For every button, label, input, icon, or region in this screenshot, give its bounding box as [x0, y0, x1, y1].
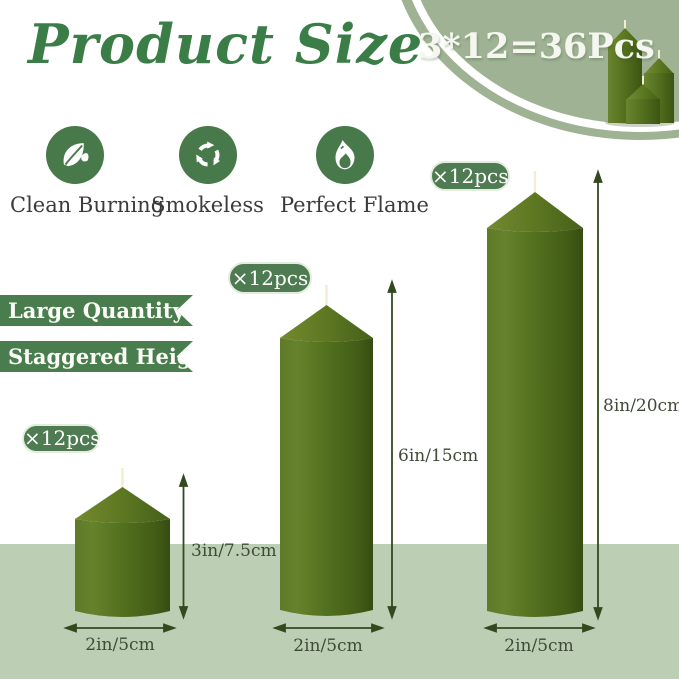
qty-badge-small: ×12pcs — [22, 424, 100, 453]
feature-label: Clean Burning — [10, 193, 165, 217]
qty-badge-medium: ×12pcs — [228, 262, 312, 294]
ribbon-staggered-heights: Staggered Heights — [0, 341, 193, 372]
leaf-icon — [46, 126, 104, 184]
candle-top-cone — [487, 192, 583, 232]
feature-clean-burning: Clean Burning — [10, 126, 165, 217]
candle-body — [280, 338, 373, 616]
qty-badge-large: ×12pcs — [430, 161, 510, 191]
diameter-label-large: 2in/5cm — [504, 636, 574, 656]
recycle-icon — [178, 126, 237, 184]
candle-top-cone — [280, 305, 373, 342]
candle-body — [75, 519, 170, 617]
feature-smokeless: Smokeless — [145, 126, 270, 217]
ribbon-large-quantity: Large Quantity Set — [0, 295, 193, 326]
feature-label: Smokeless — [151, 193, 264, 217]
candle-top-cone — [75, 487, 170, 523]
candle-body — [487, 228, 583, 617]
page-title: Product Size — [28, 12, 424, 76]
flame-icon — [316, 126, 374, 184]
feature-perfect-flame: Perfect Flame — [280, 126, 429, 217]
candle-small — [75, 468, 170, 617]
diameter-label-medium: 2in/5cm — [293, 636, 363, 656]
diameter-label-small: 2in/5cm — [85, 635, 155, 655]
height-label-small: 3in/7.5cm — [191, 541, 277, 561]
feature-label: Perfect Flame — [280, 193, 429, 217]
candle-cluster-image — [605, 20, 675, 127]
cluster-candle-small — [626, 76, 660, 124]
candle-medium — [280, 285, 373, 616]
candle-large — [487, 171, 583, 617]
height-label-large: 8in/20cm — [603, 396, 679, 416]
height-label-medium: 6in/15cm — [398, 446, 479, 466]
pack-count-badge: 3*12=36Pcs — [418, 26, 655, 67]
